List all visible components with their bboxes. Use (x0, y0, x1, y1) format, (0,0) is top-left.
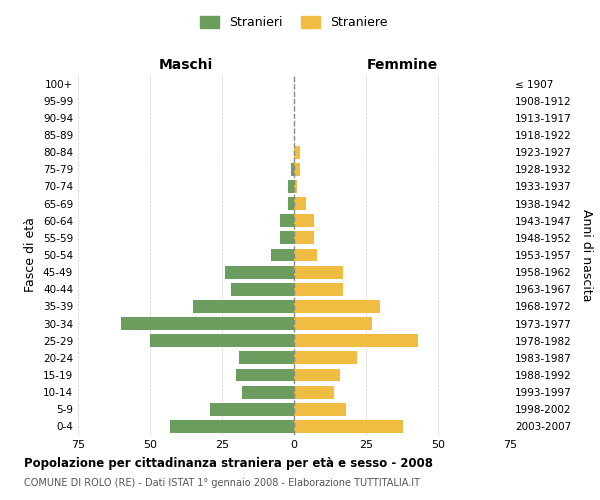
Bar (150, 334, 294, 347)
Text: Popolazione per cittadinanza straniera per età e sesso - 2008: Popolazione per cittadinanza straniera p… (24, 458, 433, 470)
Bar (294, 403, 346, 415)
Bar (170, 420, 294, 433)
Bar (294, 248, 317, 262)
Text: COMUNE DI ROLO (RE) - Dati ISTAT 1° gennaio 2008 - Elaborazione TUTTITALIA.IT: COMUNE DI ROLO (RE) - Dati ISTAT 1° genn… (24, 478, 420, 488)
Bar (225, 266, 294, 278)
Bar (288, 180, 294, 193)
Bar (280, 214, 294, 227)
Bar (294, 197, 305, 210)
Bar (294, 180, 297, 193)
Text: Femmine: Femmine (367, 58, 437, 71)
Bar (294, 317, 372, 330)
Bar (288, 197, 294, 210)
Bar (294, 214, 314, 227)
Bar (294, 266, 343, 278)
Bar (230, 283, 294, 296)
Bar (294, 420, 403, 433)
Bar (236, 368, 294, 382)
Bar (294, 283, 343, 296)
Bar (280, 232, 294, 244)
Bar (294, 300, 380, 313)
Text: Maschi: Maschi (159, 58, 213, 71)
Bar (294, 386, 334, 398)
Y-axis label: Fasce di età: Fasce di età (25, 218, 37, 292)
Bar (294, 334, 418, 347)
Bar (294, 368, 340, 382)
Bar (239, 352, 294, 364)
Bar (294, 352, 358, 364)
Y-axis label: Anni di nascita: Anni di nascita (580, 209, 593, 301)
Legend: Stranieri, Straniere: Stranieri, Straniere (196, 11, 392, 34)
Bar (294, 232, 314, 244)
Bar (193, 300, 294, 313)
Bar (294, 163, 300, 175)
Bar (121, 317, 294, 330)
Bar (211, 403, 294, 415)
Bar (271, 248, 294, 262)
Bar (294, 146, 300, 158)
Bar (242, 386, 294, 398)
Bar (291, 163, 294, 175)
